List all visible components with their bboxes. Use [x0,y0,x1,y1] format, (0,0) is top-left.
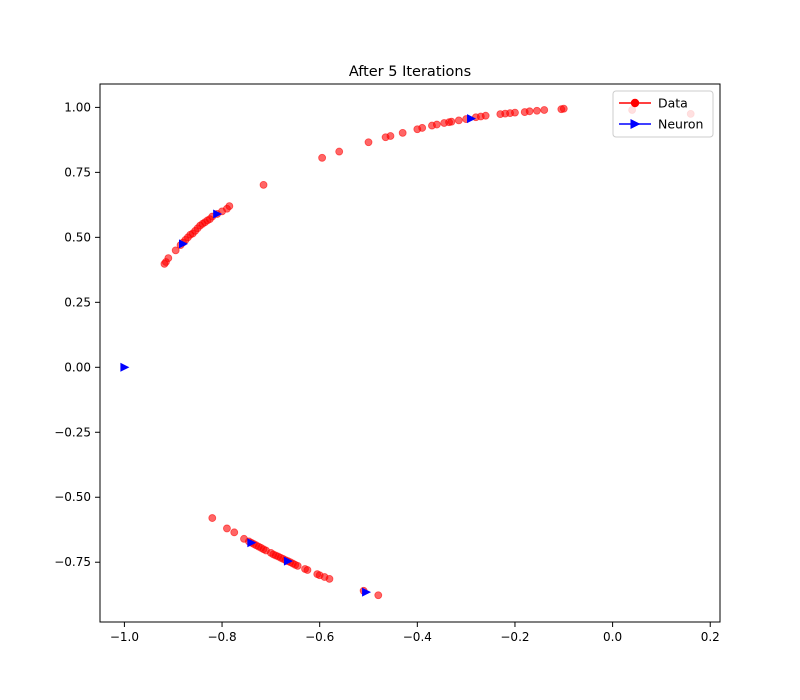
neuron-point [283,556,293,566]
data-point [230,528,239,537]
data-point [557,105,566,114]
data-point [223,524,231,533]
data-point [540,106,549,114]
data-point [533,106,541,115]
x-axis: −1.0 −0.8 −0.6 −0.4 −0.2 0.0 0.2 [110,622,720,644]
neuron-point [247,538,257,548]
data-point [398,128,407,137]
neuron-point [120,362,130,372]
data-point [364,138,373,147]
x-tick-label: −0.8 [207,630,236,644]
data-point [440,119,449,127]
data-point [374,591,383,600]
x-tick-label: −0.6 [305,630,334,644]
y-tick-label: 0.50 [64,230,91,244]
data-point [454,116,463,125]
neuron-point [467,114,477,124]
data-point [335,147,344,156]
y-tick-label: 1.00 [64,100,91,114]
neuron-point [362,587,372,597]
y-tick-label: 0.00 [64,360,91,374]
y-axis: −0.75 −0.50 −0.25 0.00 0.25 0.50 0.75 1.00 [54,100,100,569]
data-point [413,125,422,134]
legend-label: Neuron [658,117,703,132]
x-tick-label: 0.2 [701,630,720,644]
data-point [318,153,327,162]
data-point [259,180,268,189]
data-point [520,108,529,116]
data-point [303,566,312,574]
plot-marks [120,104,695,600]
x-tick-label: 0.0 [603,630,622,644]
legend-marker [630,119,641,129]
legend: Data Neuron [612,90,714,138]
y-tick-label: 0.75 [64,165,91,179]
y-tick-label: 0.25 [64,295,91,309]
y-tick-label: −0.25 [54,425,91,439]
chart-title: After 5 Iterations [349,64,471,80]
data-point [160,259,169,268]
data-point [325,574,334,583]
y-tick-label: −0.75 [54,555,91,569]
data-point [428,121,436,130]
x-tick-label: −1.0 [110,630,139,644]
data-point [208,514,217,522]
y-tick-label: −0.50 [54,490,91,504]
data-point [381,133,390,142]
neuron-point [178,239,188,249]
x-tick-label: −0.4 [403,630,432,644]
plot-frame [99,83,721,623]
legend-label: Data [658,96,688,111]
neuron-point [213,209,223,219]
data-point [496,110,505,119]
x-tick-label: −0.2 [500,630,529,644]
legend-marker [630,98,640,108]
data-point [171,246,180,255]
data-point [293,561,302,570]
